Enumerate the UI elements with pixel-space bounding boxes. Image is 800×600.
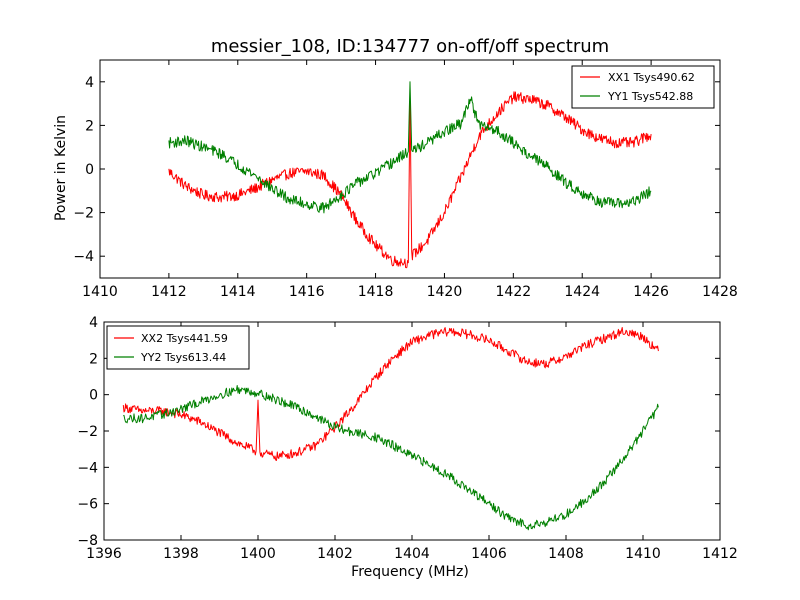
- y-axis-title: Power in Kelvin: [53, 115, 69, 221]
- x-tick-label: 1410: [82, 284, 118, 300]
- series-line-yy1: [168, 81, 652, 214]
- x-tick-label: 1418: [358, 284, 394, 300]
- bottom-panel: 1396 1398 1400 1402 1404 1406 1408 1410 1412 −8 −6…: [77, 315, 737, 562]
- top-panel-tick-labels: 1410 1412 1414 1416 1418 1420 1422 1424 1426 1428…: [73, 75, 737, 300]
- top-panel-legend: XX1 Tsys490.62 YY1 Tsys542.88: [571, 65, 715, 109]
- x-tick-label: 1404: [394, 546, 430, 562]
- x-tick-label: 1412: [702, 546, 738, 562]
- x-tick-label: 1426: [633, 284, 669, 300]
- x-tick-label: 1408: [548, 546, 584, 562]
- legend-label-yy1: YY1 Tsys542.88: [607, 90, 693, 103]
- y-tick-label: 0: [85, 162, 94, 178]
- chart-title: messier_108, ID:134777 on-off/off spectr…: [211, 36, 609, 57]
- x-axis-title: Frequency (MHz): [351, 564, 469, 580]
- legend-label-yy2: YY2 Tsys613.44: [140, 351, 226, 364]
- top-legend-box: [571, 65, 715, 109]
- x-tick-label: 1402: [317, 546, 353, 562]
- x-tick-label: 1424: [564, 284, 600, 300]
- x-tick-label: 1428: [702, 284, 738, 300]
- y-tick-label: −6: [77, 497, 98, 513]
- bottom-panel-frame: [103, 321, 721, 541]
- series-line-xx2: [122, 327, 659, 461]
- y-tick-label: −2: [77, 424, 98, 440]
- y-tick-label: −2: [73, 206, 94, 222]
- y-tick-label: 2: [89, 351, 98, 367]
- x-tick-label: 1398: [163, 546, 199, 562]
- top-panel-series: [168, 81, 652, 269]
- y-tick-label: 2: [85, 118, 94, 134]
- y-tick-label: −4: [73, 249, 94, 265]
- x-tick-label: 1420: [427, 284, 463, 300]
- bottom-panel-legend: XX2 Tsys441.59 YY2 Tsys613.44: [106, 325, 250, 370]
- series-line-yy2: [123, 385, 659, 531]
- legend-label-xx2: XX2 Tsys441.59: [141, 332, 228, 345]
- bottom-legend-box: [106, 325, 250, 370]
- x-tick-label: 1400: [240, 546, 276, 562]
- top-panel: 1410 1412 1414 1416 1418 1420 1422 1424 1426 1428…: [73, 59, 738, 300]
- y-tick-label: −4: [77, 460, 98, 476]
- x-tick-label: 1416: [289, 284, 325, 300]
- x-tick-label: 1410: [625, 546, 661, 562]
- y-tick-label: 4: [85, 75, 94, 91]
- bottom-panel-series: [122, 327, 659, 531]
- x-tick-label: 1396: [86, 546, 122, 562]
- legend-label-xx1: XX1 Tsys490.62: [608, 71, 695, 84]
- x-tick-label: 1414: [220, 284, 256, 300]
- y-tick-label: −8: [77, 533, 98, 549]
- y-tick-label: 4: [89, 315, 98, 331]
- x-tick-label: 1412: [151, 284, 187, 300]
- x-tick-label: 1422: [496, 284, 532, 300]
- y-tick-label: 0: [89, 388, 98, 404]
- top-panel-frame: [99, 59, 721, 279]
- x-tick-label: 1406: [471, 546, 507, 562]
- bottom-panel-tick-labels: 1396 1398 1400 1402 1404 1406 1408 1410 1412 −8 −6…: [77, 315, 737, 562]
